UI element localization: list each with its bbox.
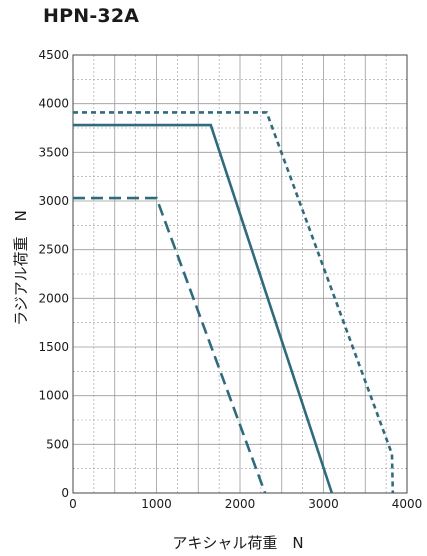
plot-frame xyxy=(72,54,408,494)
x-tick-label: 1000 xyxy=(141,497,172,511)
tick-labels: 0 500 1000 1500 2000 2500 3000 3500 4000 4500 0 100… xyxy=(38,48,422,511)
chart-title: HPN-32A xyxy=(43,5,140,27)
y-tick-label: 3500 xyxy=(38,145,69,159)
y-tick-label: 1000 xyxy=(38,389,69,403)
y-tick-label: 4000 xyxy=(38,97,69,111)
y-tick-label: 1500 xyxy=(38,340,69,354)
series-line-dotted xyxy=(73,111,395,494)
x-tick-label: 2000 xyxy=(225,497,256,511)
x-axis-label: アキシャル荷重 N xyxy=(172,534,303,552)
y-tick-label: 3000 xyxy=(38,194,69,208)
series-line-dashed xyxy=(73,196,267,494)
y-tick-label: 4500 xyxy=(38,48,69,62)
y-tick-label: 2000 xyxy=(38,291,69,305)
x-tick-label: 3000 xyxy=(308,497,339,511)
x-tick-label: 0 xyxy=(69,497,77,511)
y-tick-label: 0 xyxy=(61,486,69,500)
grid xyxy=(72,54,408,494)
series-group xyxy=(73,111,395,494)
y-axis-label: ラジアル荷重 N xyxy=(12,210,30,326)
y-tick-label: 2500 xyxy=(38,243,69,257)
x-tick-label: 4000 xyxy=(392,497,423,511)
y-tick-label: 500 xyxy=(46,437,69,451)
series-line-solid xyxy=(73,123,334,494)
